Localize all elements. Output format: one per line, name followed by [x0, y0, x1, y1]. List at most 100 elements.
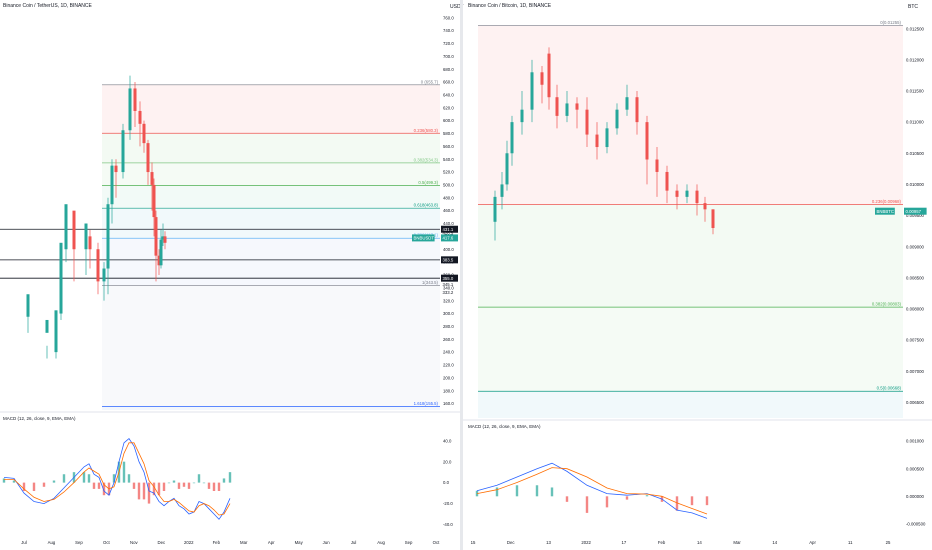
left-chart-panel: Binance Coin / TetherUS, 1D, BINANCE USD…	[0, 0, 464, 550]
x-tick-label: Oct	[433, 540, 440, 545]
candle-body	[128, 88, 132, 131]
macd-histogram-bar	[212, 482, 216, 491]
macd-histogram-bar	[42, 482, 46, 487]
candle-body	[605, 128, 609, 148]
fib-level-label: 0.5(499.3)	[418, 180, 438, 185]
price-label: 333.2	[443, 290, 454, 295]
candle-body	[84, 223, 88, 250]
candle-body	[585, 109, 589, 135]
candle-body	[575, 103, 579, 110]
macd-histogram-bar	[157, 482, 161, 496]
candle-body	[635, 97, 639, 123]
candle-body	[555, 97, 559, 116]
y-tick-label: 200.0	[443, 375, 454, 380]
price-label: BNBBTC	[877, 209, 894, 214]
signal-line	[476, 467, 708, 515]
y-tick-label: 0.008000	[906, 307, 925, 312]
candle-body	[711, 209, 715, 229]
candle-body	[110, 165, 114, 205]
fib-level-label: 1.618(155.5)	[414, 401, 439, 406]
y-tick-label: 300.0	[443, 311, 454, 316]
candle-body	[505, 153, 509, 185]
y-tick-label: 0.012000	[906, 57, 925, 62]
y-tick-label: 0.012500	[906, 26, 925, 31]
candle-body	[695, 190, 699, 204]
y-tick-label: 320.0	[443, 298, 454, 303]
y-tick-label: 720.0	[443, 41, 454, 46]
candle-body	[54, 310, 58, 353]
x-tick-label: 14	[697, 540, 702, 545]
macd-histogram-bar	[217, 482, 221, 491]
macd-histogram-bar	[207, 482, 211, 489]
macd-histogram-bar	[132, 482, 136, 489]
candle-body	[615, 109, 619, 129]
y-tick-label: 760.0	[443, 15, 454, 20]
y-tick-label: 540.0	[443, 157, 454, 162]
panel-divider[interactable]	[460, 0, 463, 550]
macd-tick-label: 0.000000	[906, 494, 925, 499]
signal-line	[4, 442, 231, 516]
candle-body	[114, 165, 118, 173]
fib-level-label: 1(343.5)	[422, 280, 439, 285]
x-tick-label: Jul	[351, 540, 357, 545]
macd-line	[3, 438, 231, 520]
price-label-bg	[875, 207, 895, 215]
macd-histogram-bar	[62, 474, 66, 483]
fib-zone	[102, 133, 440, 163]
candle-body	[157, 255, 161, 266]
x-tick-label: May	[295, 540, 304, 545]
price-label: BNBUSDT	[414, 236, 435, 241]
x-tick-label: Oct	[103, 540, 110, 545]
currency-label: BTC	[908, 4, 918, 10]
candle-body	[703, 203, 707, 210]
x-tick-label: 25	[886, 540, 891, 545]
price-label: 426.5	[443, 230, 454, 235]
candle-body	[64, 204, 68, 250]
candle-body	[133, 88, 137, 111]
macd-tick-label: 0.000500	[906, 466, 925, 471]
x-tick-label: 13	[546, 540, 551, 545]
y-tick-label: 0.010000	[906, 182, 925, 187]
macd-histogram-bar	[12, 480, 16, 483]
candle-body	[72, 210, 76, 250]
fib-level-label: 0.382(0.00803)	[872, 302, 902, 307]
candle-body	[540, 72, 544, 85]
x-tick-label: Dec	[158, 540, 166, 545]
y-tick-label: 620.0	[443, 105, 454, 110]
x-tick-label: Nov	[130, 540, 138, 545]
x-tick-label: Jun	[323, 540, 331, 545]
macd-histogram-bar	[675, 496, 679, 511]
macd-histogram-bar	[187, 482, 191, 489]
macd-tick-label: -40.0	[443, 522, 453, 527]
y-tick-label: 580.0	[443, 131, 454, 136]
fib-level-label: 0.382(534.3)	[414, 157, 439, 162]
candle-body	[595, 134, 599, 148]
macd-tick-label: -0.000500	[906, 522, 926, 527]
candle-body	[530, 72, 534, 110]
macd-tick-label: 20.0	[443, 459, 452, 464]
macd-histogram-bar	[147, 482, 151, 504]
left-chart-svg[interactable]: 0 (655.7) 0.236(580.3) 0.382(534.3) 0.5(499…	[0, 0, 460, 550]
y-tick-label: 260.0	[443, 337, 454, 342]
macd-histogram-bar	[585, 496, 589, 513]
price-label: 345.1	[443, 282, 454, 287]
x-tick-label: Aug	[48, 540, 56, 545]
price-label-bg	[441, 256, 458, 264]
macd-histogram-bar	[122, 461, 126, 483]
right-chart-svg[interactable]: 0(0.01255) 0.236(0.00968) 0.382(0.00803) 0.…	[463, 0, 932, 550]
candle-body	[493, 196, 497, 222]
y-tick-label: 0.010500	[906, 151, 925, 156]
macd-histogram-bar	[137, 482, 141, 500]
x-tick-label: Mar	[733, 540, 741, 545]
candle-body	[547, 53, 551, 98]
x-tick-label: Feb	[658, 540, 666, 545]
macd-histogram-bar	[167, 482, 171, 484]
price-label-bg	[441, 274, 458, 282]
y-tick-label: 0.007000	[906, 369, 925, 374]
candle-body	[163, 236, 167, 243]
candle-body	[106, 204, 110, 269]
macd-histogram-bar	[565, 496, 569, 502]
chart-title: Binance Coin / TetherUS, 1D, BINANCE	[3, 3, 92, 9]
macd-histogram-bar	[52, 480, 56, 483]
fib-level-label: 0.618(463.8)	[414, 203, 439, 208]
